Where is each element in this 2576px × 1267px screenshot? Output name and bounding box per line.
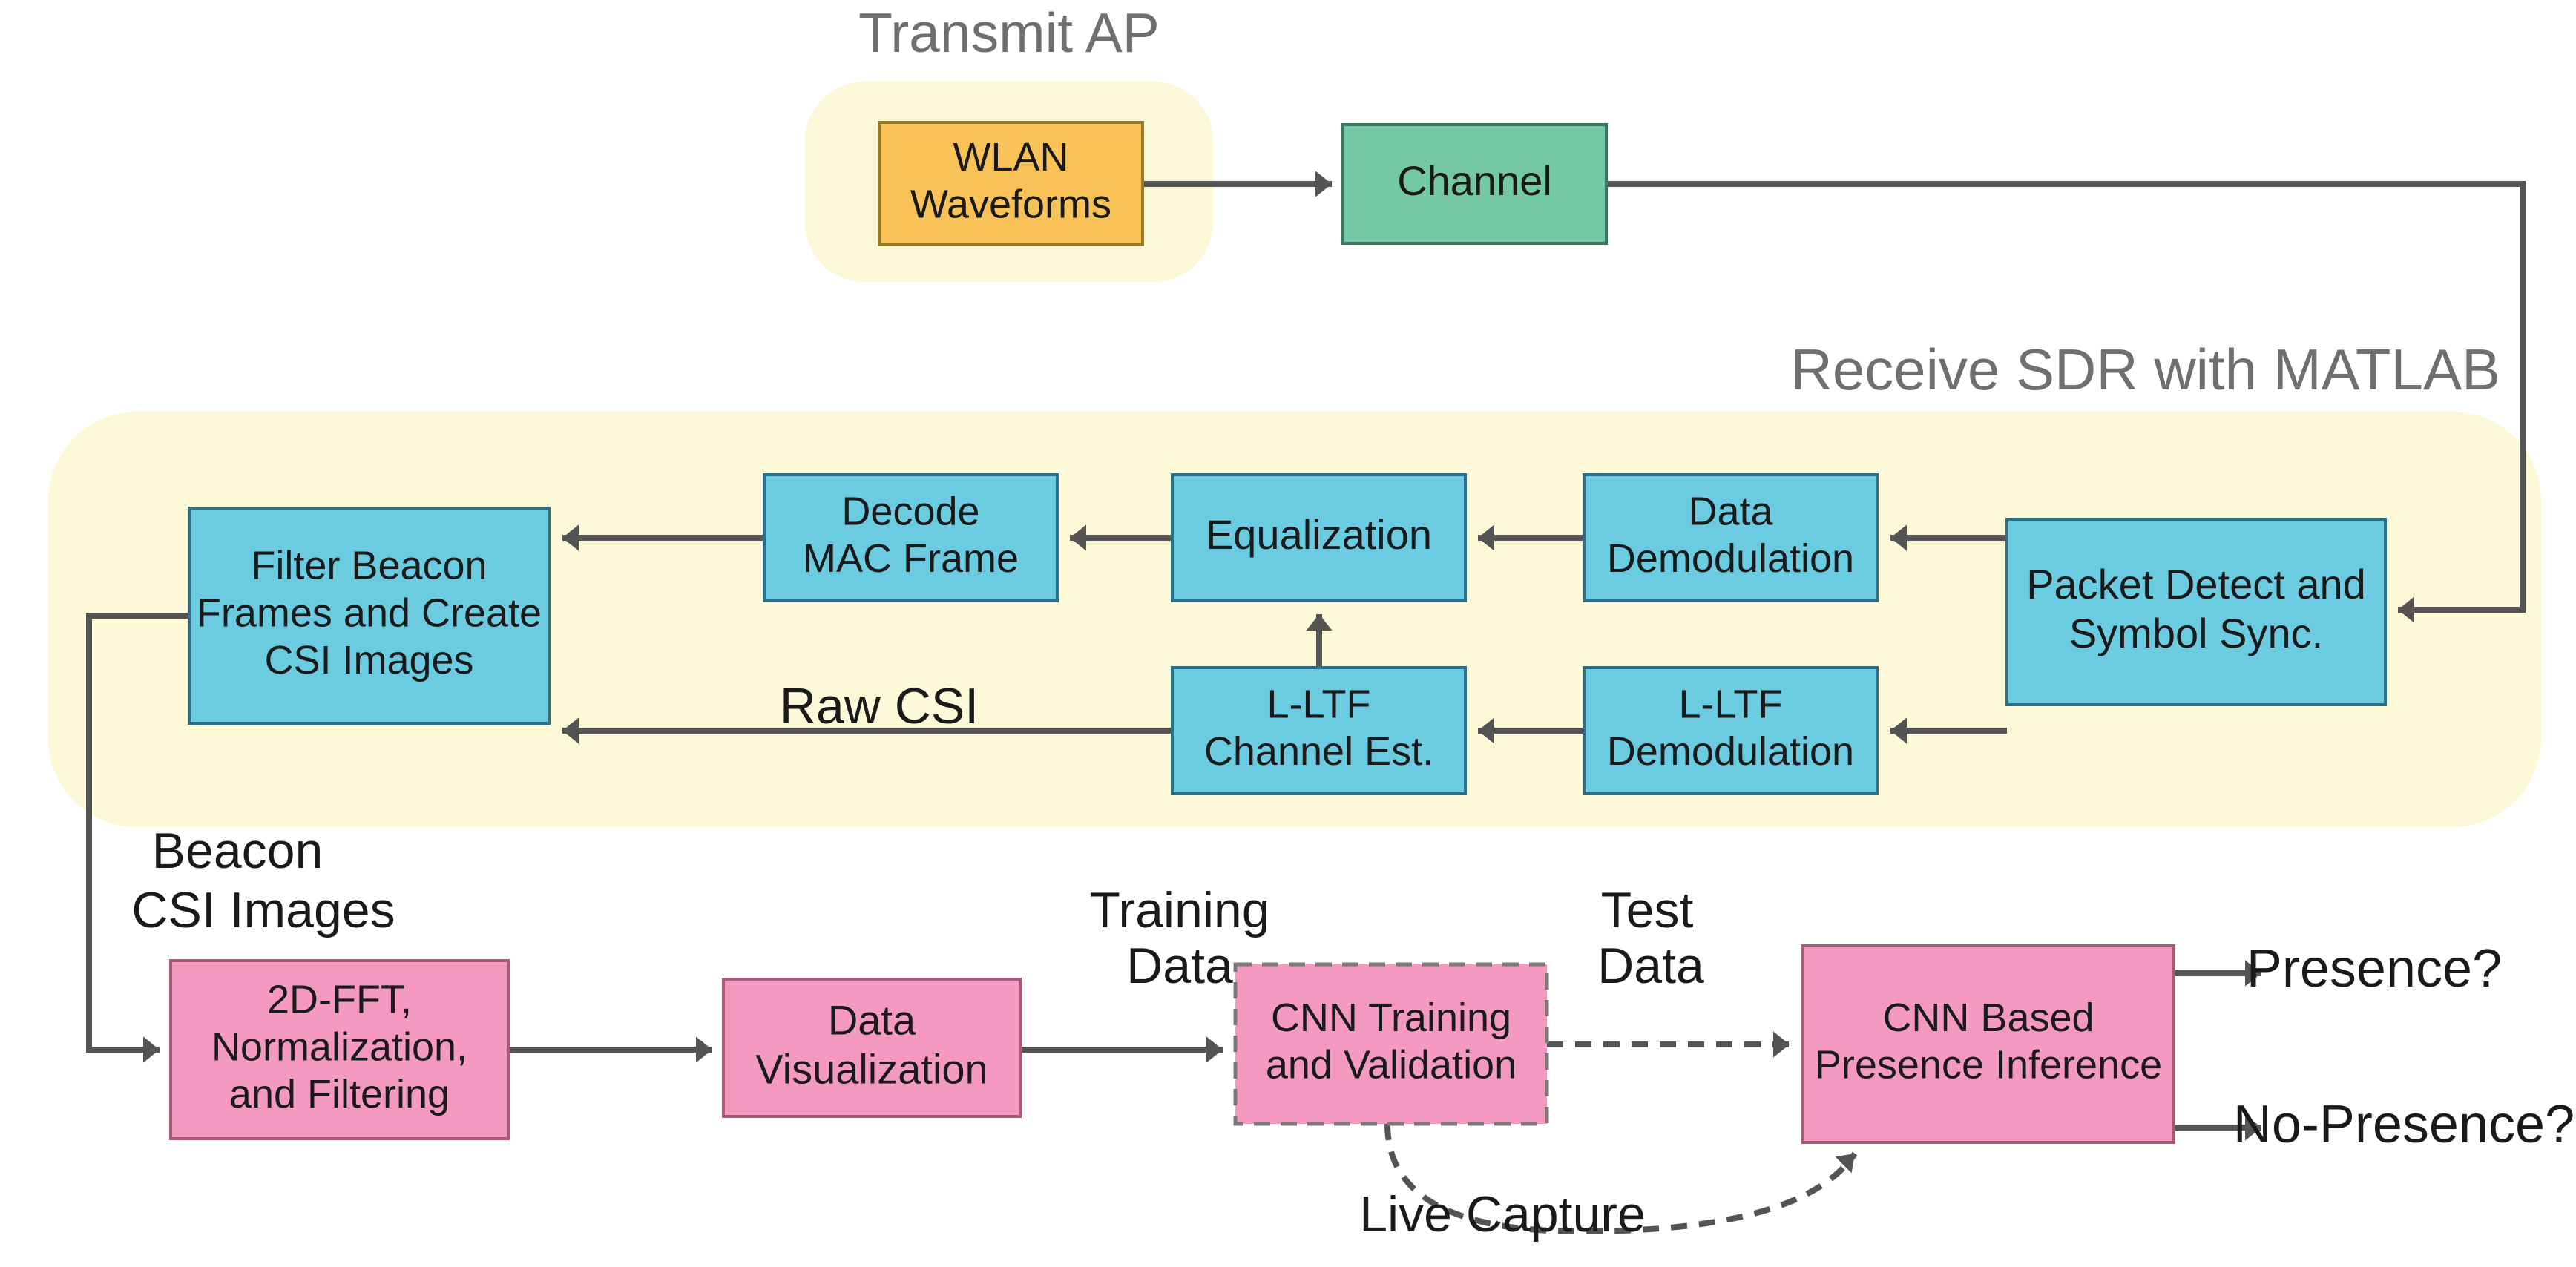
node-label: Data bbox=[828, 996, 916, 1043]
label: Beacon bbox=[152, 823, 323, 879]
node-label: CNN Training bbox=[1271, 996, 1511, 1040]
label: Data bbox=[1597, 938, 1704, 994]
label: Test bbox=[1601, 882, 1694, 938]
node-label: L-LTF bbox=[1678, 682, 1782, 726]
label: No-Presence? bbox=[2233, 1095, 2575, 1154]
node-label: Channel Est. bbox=[1204, 729, 1433, 774]
node-label: Packet Detect and bbox=[2026, 561, 2366, 608]
label: Receive SDR with MATLAB bbox=[1791, 337, 2501, 402]
node-label: Data bbox=[1688, 489, 1773, 533]
arrowhead bbox=[696, 1036, 712, 1062]
node-label: WLAN bbox=[953, 135, 1068, 180]
label: Data bbox=[1126, 938, 1233, 994]
label: Presence? bbox=[2247, 939, 2502, 998]
node-label: Symbol Sync. bbox=[2069, 610, 2323, 656]
flowchart: WLANWaveforms Channel Filter BeaconFrames … bbox=[0, 0, 2576, 1267]
node-label: and Validation bbox=[1266, 1043, 1517, 1087]
label: Transmit AP bbox=[858, 1, 1160, 64]
node-label: CNN Based bbox=[1882, 996, 2094, 1040]
node-label: L-LTF bbox=[1266, 682, 1370, 726]
node-label: CSI Images bbox=[264, 638, 473, 682]
arrowhead bbox=[1773, 1031, 1790, 1057]
node-label: Demodulation bbox=[1607, 536, 1854, 581]
node-label: Equalization bbox=[1206, 511, 1432, 558]
label: Live Capture bbox=[1359, 1186, 1646, 1243]
node-label: Normalization, bbox=[211, 1024, 467, 1069]
node-label: Frames and Create bbox=[197, 590, 542, 635]
label: Training bbox=[1089, 882, 1269, 938]
node-label: Decode bbox=[841, 489, 979, 533]
arrowhead bbox=[1206, 1036, 1223, 1062]
node-label: Waveforms bbox=[910, 182, 1111, 227]
node-label: Channel bbox=[1397, 157, 1552, 204]
node-label: Presence Inference bbox=[1815, 1043, 2162, 1087]
node-label: 2D-FFT, bbox=[267, 978, 412, 1022]
node-label: Demodulation bbox=[1607, 729, 1854, 774]
node-label: and Filtering bbox=[229, 1072, 450, 1116]
label: CSI Images bbox=[131, 882, 395, 938]
arrowhead bbox=[1315, 171, 1332, 197]
label: Raw CSI bbox=[780, 678, 979, 734]
arrowhead bbox=[143, 1036, 160, 1062]
node-label: MAC Frame bbox=[803, 536, 1019, 581]
node-label: Visualization bbox=[755, 1045, 988, 1092]
node-label: Filter Beacon bbox=[251, 544, 487, 588]
